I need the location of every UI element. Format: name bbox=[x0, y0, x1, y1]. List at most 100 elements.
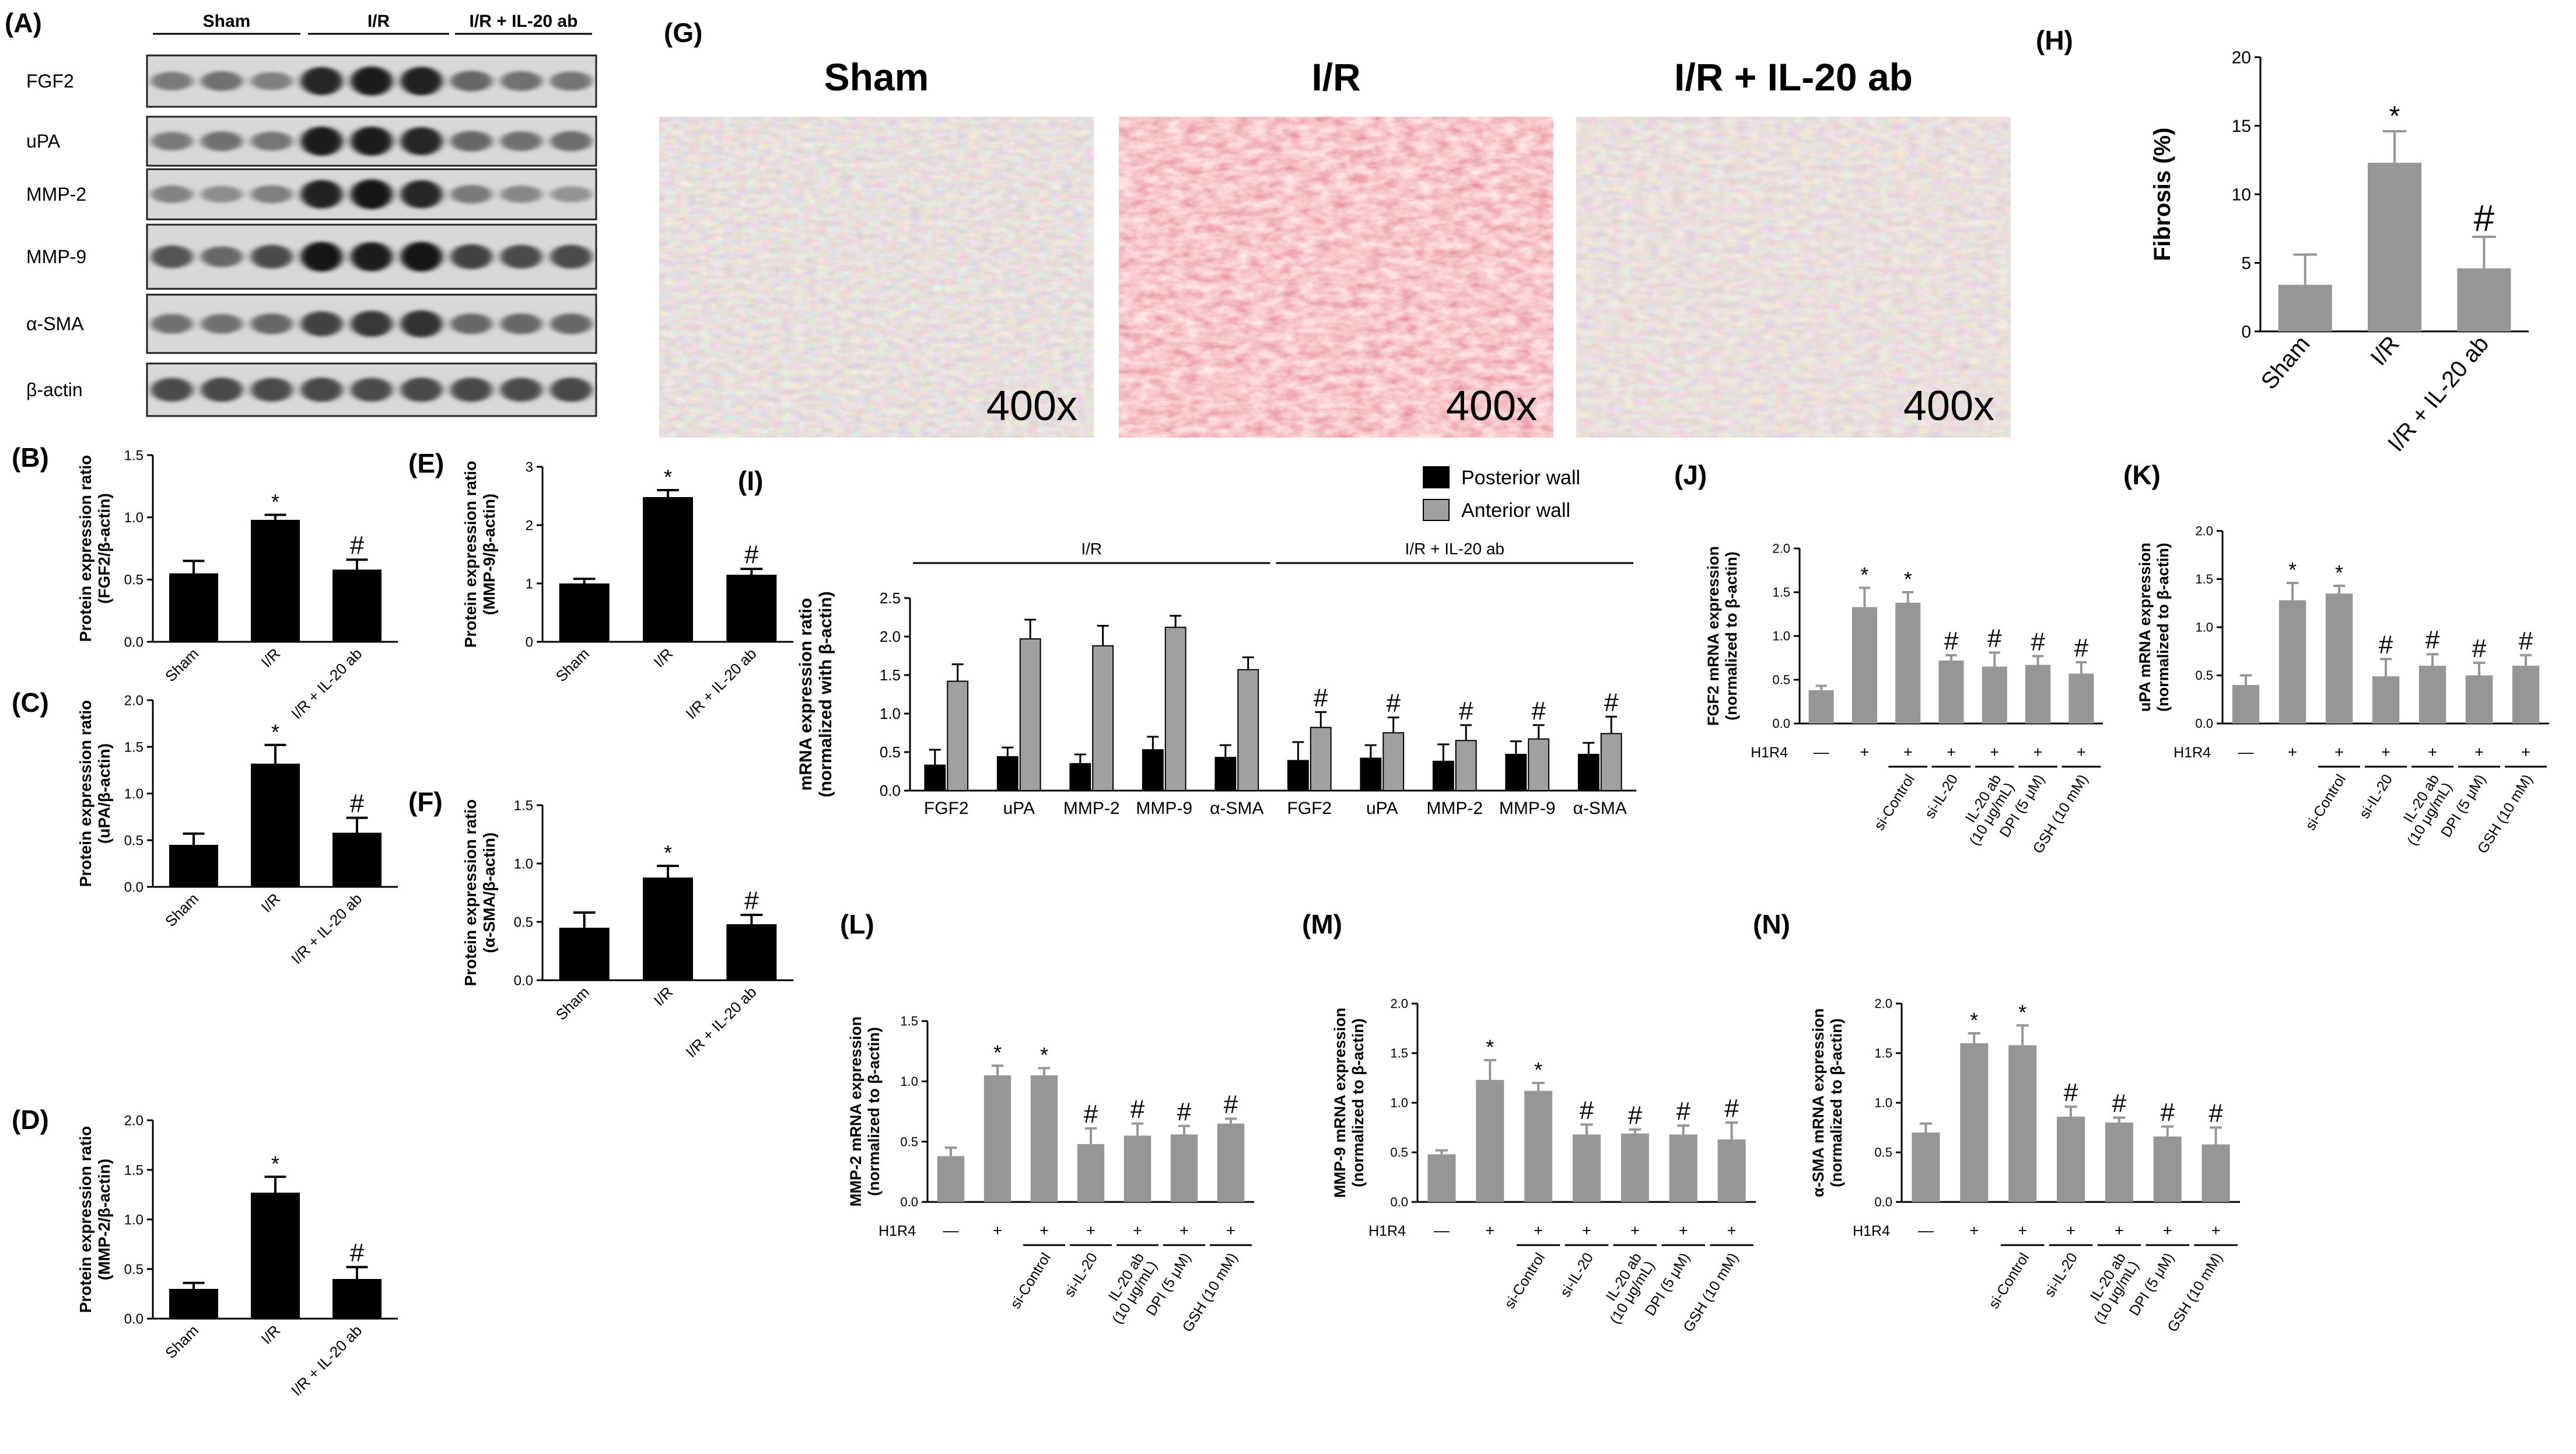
group-label: I/R bbox=[1081, 540, 1102, 558]
blot-band bbox=[351, 179, 393, 209]
category-label: α-SMA bbox=[1210, 799, 1264, 818]
chart-f: (F) Protein expression ratio(α-SMA/β-acti… bbox=[408, 787, 793, 1061]
blot-band bbox=[400, 127, 443, 156]
treatment-label-line: si-IL-20 bbox=[1061, 1250, 1101, 1300]
bar bbox=[1717, 1139, 1746, 1202]
blot-band bbox=[450, 71, 493, 92]
bar bbox=[332, 569, 382, 642]
histology-image bbox=[659, 117, 1094, 438]
y-axis-label-line: (normalized to β-actin) bbox=[1723, 551, 1740, 721]
blot-band bbox=[550, 244, 593, 269]
bar bbox=[169, 845, 218, 887]
treatment-label: si-IL-20 bbox=[1061, 1250, 1101, 1300]
bar bbox=[1577, 753, 1600, 791]
significance-star: * bbox=[2335, 561, 2343, 585]
bar bbox=[1427, 1154, 1456, 1202]
significance-hash: # bbox=[350, 789, 365, 818]
category-label: MMP-9 bbox=[1136, 799, 1192, 818]
y-tick-label: 0.5 bbox=[124, 572, 144, 588]
treatment-label-line: DPI (5 μM) bbox=[1642, 1250, 1693, 1319]
blot-row-label: β-actin bbox=[26, 379, 83, 400]
chart-n: (N) α-SMA mRNA expression(normalized to β… bbox=[1753, 909, 2240, 1335]
h1r4-sign: + bbox=[2428, 743, 2437, 761]
treatment-label-line: si-Control bbox=[2302, 771, 2349, 833]
legend-swatch bbox=[1423, 499, 1450, 521]
y-tick-label: 0.0 bbox=[2195, 716, 2213, 731]
blot-band bbox=[450, 378, 493, 402]
category-label: Sham bbox=[162, 645, 202, 685]
blot-band bbox=[250, 131, 293, 151]
bar bbox=[643, 878, 693, 980]
y-tick-label: 0.5 bbox=[1390, 1145, 1408, 1160]
h1r4-sign: + bbox=[2381, 743, 2390, 761]
significance-hash: # bbox=[1604, 688, 1619, 716]
blot-row-label: α-SMA bbox=[26, 313, 84, 334]
significance-star: * bbox=[271, 720, 279, 744]
bar bbox=[1170, 1134, 1198, 1202]
significance-star: * bbox=[1534, 1058, 1542, 1082]
h1r4-sign: + bbox=[2288, 743, 2297, 761]
h1r4-sign: + bbox=[2474, 743, 2484, 761]
y-axis-label: Protein expression ratio(MMP-2/β-actin) bbox=[76, 1126, 113, 1313]
blot-band bbox=[351, 242, 393, 272]
y-axis-label-line: uPA mRNA expression bbox=[2136, 543, 2154, 712]
bar bbox=[2465, 675, 2493, 723]
h1r4-label: H1R4 bbox=[1853, 1223, 1890, 1239]
panel-letter-m: (M) bbox=[1302, 909, 1342, 939]
blot-band bbox=[300, 126, 343, 156]
bar bbox=[1237, 669, 1259, 792]
category-label: FGF2 bbox=[1287, 799, 1332, 818]
treatment-label: DPI (5 μM) bbox=[2438, 771, 2489, 840]
y-axis-label-line: MMP-9 mRNA expression bbox=[1331, 1008, 1349, 1198]
bar bbox=[1310, 726, 1332, 792]
significance-star: * bbox=[271, 1152, 279, 1176]
blot-row-label: MMP-2 bbox=[26, 184, 86, 205]
chart-e: (E) Protein expression ratio(MMP-9/β-acti… bbox=[408, 448, 793, 722]
bar bbox=[1019, 638, 1041, 791]
y-tick-label: 0.5 bbox=[514, 914, 533, 930]
h1r4-sign: + bbox=[2521, 743, 2530, 761]
blot-band bbox=[300, 67, 343, 96]
significance-hash: # bbox=[1130, 1095, 1145, 1124]
treatment-label: IL-20 ab(10 μg/mL) bbox=[1594, 1250, 1658, 1327]
panel-g: (G) Sham 400x I/R 400x I/R + IL-20 ab 400x bbox=[659, 18, 2011, 438]
treatment-label: si-Control bbox=[1986, 1250, 2032, 1312]
significance-star: * bbox=[1486, 1035, 1494, 1059]
y-axis-label-line: (normalized to β-actin) bbox=[1828, 1018, 1845, 1187]
y-axis-label-line: (MMP-9/β-actin) bbox=[480, 494, 498, 615]
y-axis-label: MMP-9 mRNA expression(normalized to β-ac… bbox=[1331, 1008, 1367, 1198]
blot-band bbox=[201, 378, 243, 402]
blot-band bbox=[500, 71, 542, 91]
treatment-label: si-IL-20 bbox=[1922, 771, 1961, 822]
panel-letter-i: (I) bbox=[738, 466, 763, 496]
h1r4-sign: + bbox=[1679, 1222, 1688, 1239]
y-axis-label-line: Protein expression ratio bbox=[461, 461, 480, 648]
blot-band bbox=[500, 244, 542, 269]
bar bbox=[2372, 676, 2400, 723]
group-label: I/R + IL-20 ab bbox=[1405, 540, 1504, 558]
y-axis-label-line: Protein expression ratio bbox=[76, 1126, 94, 1313]
y-tick-label: 0.0 bbox=[514, 973, 533, 988]
y-axis-label: Protein expression ratio(α-SMA/β-actin) bbox=[461, 799, 498, 987]
h1r4-sign: + bbox=[1969, 1222, 1979, 1239]
significance-star: * bbox=[1040, 1043, 1048, 1067]
significance-hash: # bbox=[2426, 625, 2440, 654]
blot-band bbox=[250, 313, 293, 334]
bar bbox=[251, 519, 300, 642]
bar bbox=[1077, 1144, 1105, 1202]
panel-letter-h: (H) bbox=[2036, 25, 2073, 55]
category-label: I/R + IL-20 ab bbox=[288, 1322, 365, 1399]
y-axis-label: uPA mRNA expression(normalized to β-acti… bbox=[2136, 543, 2172, 712]
blot-band bbox=[351, 66, 393, 96]
blot-band bbox=[500, 186, 542, 203]
significance-hash: # bbox=[1084, 1100, 1098, 1128]
treatment-label: si-Control bbox=[1871, 771, 1917, 833]
y-tick-label: 0.5 bbox=[880, 743, 901, 761]
blot-band bbox=[550, 186, 593, 202]
blot-band bbox=[201, 246, 243, 267]
blot-band bbox=[550, 131, 593, 152]
bar bbox=[251, 1193, 300, 1319]
y-tick-label: 1.0 bbox=[2195, 620, 2213, 635]
significance-hash: # bbox=[1628, 1101, 1643, 1130]
